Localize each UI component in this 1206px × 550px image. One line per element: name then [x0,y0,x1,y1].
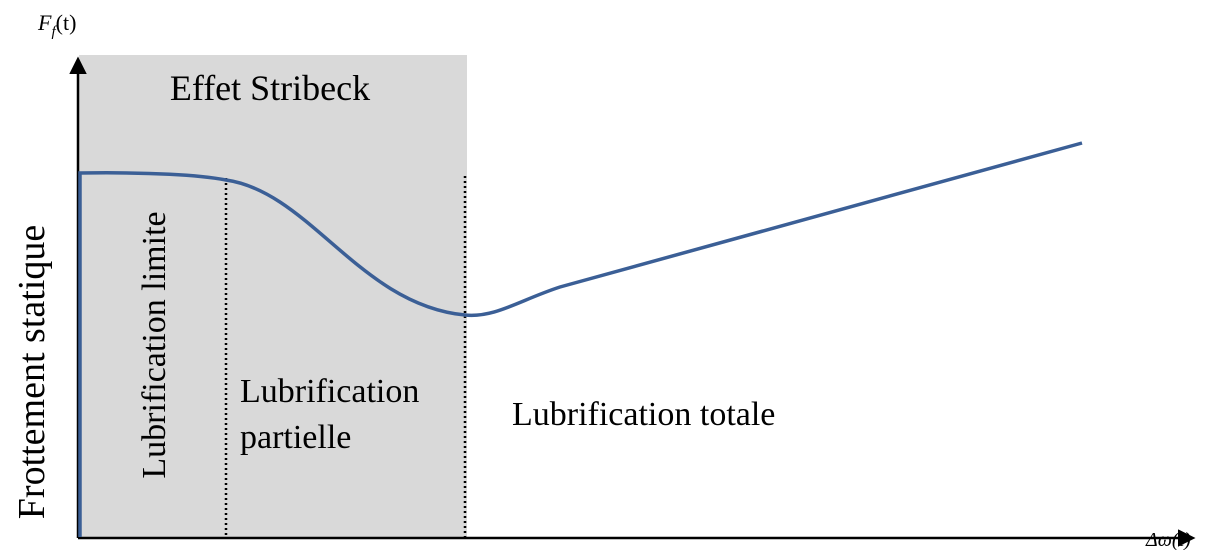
friction-curve [78,141,1083,537]
full-label: Lubrification totale [512,396,775,433]
mixed-label-line: partielle [240,419,351,456]
y-axis-symbol: Ff(t) [37,10,76,40]
argument: (t) [56,10,77,35]
mixed-label-line: Lubrification [240,373,419,410]
subscript: f [51,24,57,40]
region-title: Effet Stribeck [170,68,370,108]
x-axis-label: Δω(t) [1145,529,1191,550]
boundary-label: Lubrification limite [136,211,173,478]
symbol: F [37,10,52,35]
y-axis-label: Frottement statique [11,225,53,519]
